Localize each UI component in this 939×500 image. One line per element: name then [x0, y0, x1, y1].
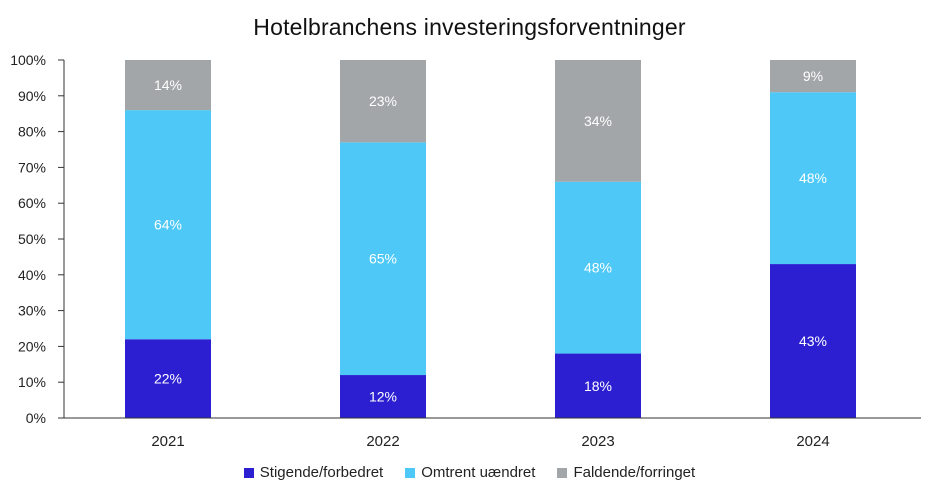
bar-segment-2022-2 — [340, 142, 426, 376]
legend-label-stigende: Stigende/forbedret — [259, 464, 384, 481]
chart-title: Hotelbranchens investeringsforventninger — [253, 14, 686, 40]
x-tick-label-2022: 2022 — [366, 433, 399, 450]
y-tick-label: 60% — [18, 195, 46, 211]
legend-swatch-omtrent — [405, 467, 416, 478]
data-label-2023-2: 48% — [584, 260, 612, 276]
data-label-2021-1: 22% — [154, 371, 182, 387]
data-label-2021-2: 64% — [154, 217, 182, 233]
y-tick-label: 20% — [18, 338, 46, 354]
legend-swatch-faldende — [557, 467, 568, 478]
bar-segment-2024-1 — [770, 264, 856, 418]
bar-segment-2022-3 — [340, 60, 426, 143]
data-label-2023-3: 34% — [584, 113, 612, 129]
bar-segment-2023-2 — [555, 181, 641, 354]
bar-segment-2021-1 — [125, 339, 211, 418]
y-axis: 0% 10% 20% 30% 40% 50% 60% 70% 80% 90% 100% — [10, 52, 65, 426]
data-label-2022-3: 23% — [369, 93, 397, 109]
data-label-2023-1: 18% — [584, 378, 612, 394]
data-label-2022-2: 65% — [369, 251, 397, 267]
bar-segment-2023-3 — [555, 60, 641, 182]
data-label-2024-3: 9% — [803, 68, 823, 84]
data-label-2024-2: 48% — [799, 170, 827, 186]
bar-segment-2024-2 — [770, 92, 856, 265]
legend-item-stigende: Stigende/forbedret — [243, 464, 384, 481]
legend-item-faldende: Faldende/forringet — [557, 464, 695, 481]
data-label-2024-1: 43% — [799, 333, 827, 349]
bar-segment-2022-1 — [340, 375, 426, 418]
y-tick-label: 80% — [18, 124, 46, 140]
x-tick-label-2024: 2024 — [796, 433, 829, 450]
y-tick-label: 70% — [18, 159, 46, 175]
x-tick-label-2021: 2021 — [151, 433, 184, 450]
legend-swatch-stigende — [243, 467, 254, 478]
y-tick-label: 40% — [18, 267, 46, 283]
legend-label-faldende: Faldende/forringet — [573, 464, 696, 481]
y-tick-label: 30% — [18, 303, 46, 319]
y-tick-label: 100% — [10, 52, 46, 68]
data-label-2021-3: 14% — [154, 77, 182, 93]
bar-segment-2021-3 — [125, 60, 211, 111]
y-tick-label: 50% — [18, 231, 46, 247]
legend: Stigende/forbedret Omtrent uændret Falde… — [0, 464, 939, 481]
y-tick-label: 90% — [18, 88, 46, 104]
y-tick-label: 0% — [26, 410, 46, 426]
bar-segment-2023-1 — [555, 353, 641, 418]
legend-label-omtrent: Omtrent uændret — [421, 464, 536, 481]
bar-segment-2021-2 — [125, 110, 211, 340]
data-label-2022-1: 12% — [369, 389, 397, 405]
legend-item-omtrent: Omtrent uændret — [405, 464, 535, 481]
x-tick-label-2023: 2023 — [581, 433, 614, 450]
bars: 22% 64% 14% 12% 65% 23% 18% 48% 34% 43% 48% 9% — [125, 60, 856, 418]
x-axis: 2021 2022 2023 2024 — [64, 417, 921, 450]
bar-segment-2024-3 — [770, 60, 856, 93]
y-tick-label: 10% — [18, 374, 46, 390]
